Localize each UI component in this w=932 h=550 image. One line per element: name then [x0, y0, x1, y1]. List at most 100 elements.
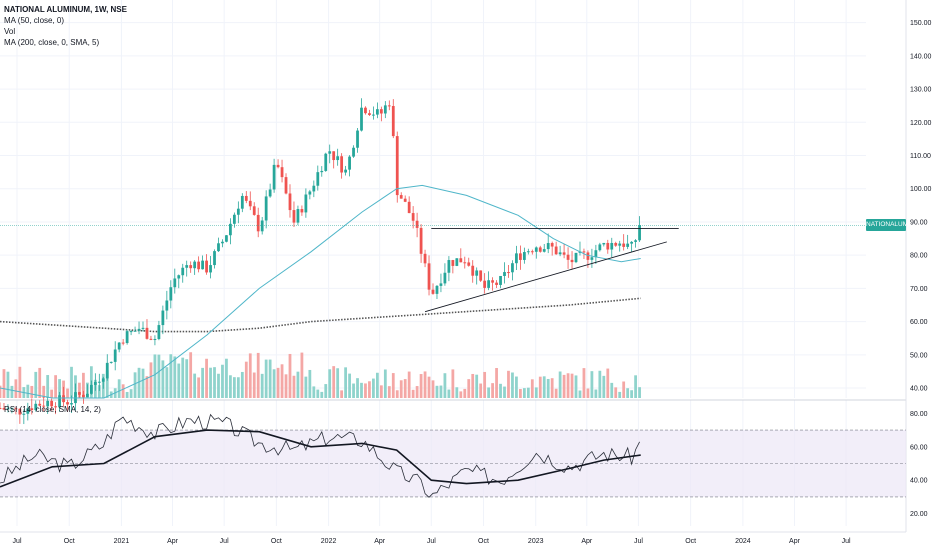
- candle-body: [554, 246, 558, 255]
- volume-bar: [348, 373, 351, 398]
- candle-body: [62, 395, 65, 403]
- volume-bar: [240, 371, 244, 398]
- rsi-legend[interactable]: RSI (14, close, SMA, 14, 2): [4, 404, 101, 415]
- ma50-line: [0, 184, 641, 399]
- candle-body: [459, 258, 463, 263]
- legend-vol[interactable]: Vol: [4, 27, 16, 36]
- candle-body: [530, 251, 534, 253]
- candle-body: [403, 198, 407, 202]
- candle-body: [221, 241, 224, 244]
- volume-bar: [169, 354, 173, 398]
- time-tick-label: Jul: [842, 538, 851, 545]
- candle-body: [507, 272, 510, 274]
- candle-body: [169, 287, 173, 301]
- volume-bar: [201, 367, 204, 398]
- candle-body: [610, 242, 614, 250]
- candle-body: [467, 262, 471, 266]
- legend-ma50[interactable]: MA (50, close, 0): [4, 16, 65, 25]
- time-tick-label: 2024: [735, 538, 751, 545]
- volume-bar: [475, 374, 479, 398]
- candle-body: [264, 196, 268, 221]
- candle-body: [574, 252, 578, 263]
- candle-body: [248, 200, 252, 207]
- candle-body: [471, 265, 475, 276]
- candle-body: [82, 394, 85, 398]
- candle-body: [606, 242, 610, 250]
- volume-bar: [312, 386, 316, 398]
- volume-bar: [522, 388, 526, 398]
- candle-body: [630, 241, 634, 244]
- time-tick-label: Apr: [374, 538, 386, 545]
- legend-rsi[interactable]: RSI (14, close, SMA, 14, 2): [4, 405, 101, 414]
- candle-body: [360, 107, 363, 131]
- volume-bar: [97, 385, 101, 398]
- volume-bar: [50, 389, 54, 398]
- candle-body: [260, 220, 264, 232]
- candle-body: [550, 243, 554, 247]
- candle-body: [225, 235, 228, 242]
- volume-bar: [217, 373, 220, 398]
- time-tick-label: 2022: [321, 538, 337, 545]
- candle-body: [558, 252, 562, 255]
- volume-bar: [193, 373, 197, 398]
- volume-bar: [375, 372, 379, 398]
- volume-bar: [10, 385, 14, 398]
- volume-bar: [463, 388, 467, 398]
- candle-body: [304, 194, 308, 213]
- volume-bar: [403, 379, 407, 398]
- time-tick-label: Jul: [13, 538, 22, 545]
- ma200-line: [0, 297, 641, 333]
- candle-body: [232, 214, 236, 224]
- volume-bar: [292, 375, 296, 398]
- candle-body: [165, 300, 169, 311]
- volume-bar: [133, 372, 137, 398]
- candle-body: [411, 213, 415, 221]
- candle-body: [141, 327, 145, 329]
- volume-bar: [244, 361, 248, 398]
- volume-bar: [260, 373, 264, 398]
- candle-body: [614, 242, 618, 246]
- time-tick-label: Apr: [581, 538, 593, 545]
- price-tick-label: 150.00: [910, 20, 932, 27]
- legend-ma200[interactable]: MA (200, close, 0, SMA, 5): [4, 38, 100, 47]
- volume-bar: [606, 368, 610, 398]
- volume-bar: [479, 383, 483, 398]
- candle-body: [268, 189, 272, 197]
- candle-body: [503, 272, 506, 276]
- volume-bar: [320, 391, 324, 398]
- volume-bar: [423, 371, 427, 398]
- main-grid: [0, 0, 907, 533]
- volume-bar: [372, 378, 375, 398]
- volume-bar: [419, 374, 423, 398]
- candle-body: [0, 407, 2, 409]
- candle-body: [10, 408, 14, 410]
- volume-bar: [415, 386, 419, 398]
- rsi-tick-label: 80.00: [910, 411, 928, 418]
- candle-body: [582, 251, 586, 253]
- volume-bar: [189, 352, 193, 398]
- candle-body: [18, 408, 22, 415]
- volume-bar: [296, 371, 300, 398]
- candle-body: [515, 253, 518, 264]
- volume-bar: [411, 389, 415, 398]
- volume-bars: [0, 352, 641, 398]
- volume-bar: [602, 375, 606, 398]
- candle-body: [419, 227, 423, 254]
- candle-body: [50, 400, 54, 407]
- volume-bar: [356, 378, 359, 398]
- candle-body: [379, 109, 383, 114]
- candle-body: [352, 147, 355, 157]
- volume-bar: [153, 354, 157, 398]
- time-axis: Jul Oct 2021 Apr Jul Oct 2022 Apr Jul Oct 2023 Apr J…: [13, 538, 852, 545]
- volume-bar: [165, 367, 169, 398]
- volume-bar: [284, 374, 288, 398]
- candle-body: [328, 151, 332, 154]
- candle-body: [312, 185, 316, 192]
- candle-body: [157, 325, 161, 340]
- volume-bar: [316, 389, 320, 398]
- price-tick-label: 60.00: [910, 319, 928, 326]
- rsi-pane: [0, 413, 906, 498]
- candle-body: [443, 272, 447, 284]
- volume-bar: [304, 376, 308, 398]
